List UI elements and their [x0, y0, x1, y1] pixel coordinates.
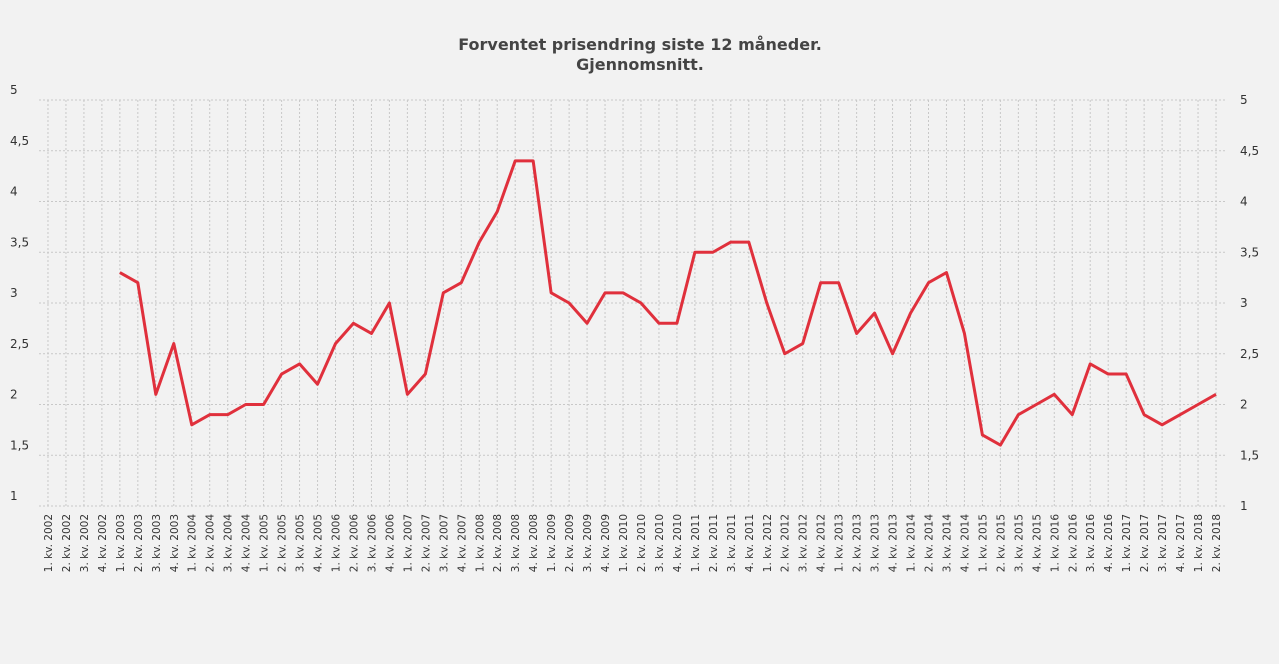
x-tick-label: 1. kv. 2008 [474, 514, 486, 572]
y2-tick-label: 1,5 [1240, 448, 1259, 462]
x-tick-label: 4. kv. 2016 [1103, 514, 1115, 573]
y2-tick-label: 2 [1240, 398, 1248, 412]
x-tick-label: 4. kv. 2007 [456, 514, 468, 572]
y-tick-label: 1,5 [10, 438, 29, 452]
y2-tick-label: 5 [1240, 93, 1248, 107]
x-tick-label: 3. kv. 2009 [582, 514, 594, 572]
x-tick-label: 4. kv. 2003 [169, 514, 181, 572]
y-tick-label: 2,5 [10, 337, 29, 351]
x-tick-label: 1. kv. 2013 [834, 514, 846, 572]
x-tick-label: 1. kv. 2005 [259, 514, 271, 572]
x-tick-label: 2. kv. 2005 [277, 514, 289, 572]
x-tick-label: 1. kv. 2014 [906, 514, 918, 573]
x-tick-label: 4. kv. 2010 [672, 514, 684, 572]
y-tick-label: 3,5 [10, 235, 29, 249]
x-tick-label: 4. kv. 2005 [313, 514, 325, 572]
y-tick-label: 5 [10, 83, 18, 97]
x-tick-label: 4. kv. 2011 [744, 514, 756, 572]
x-tick-label: 2. kv. 2002 [61, 514, 73, 572]
x-tick-label: 3. kv. 2017 [1157, 514, 1169, 572]
y-tick-label: 4,5 [10, 134, 29, 148]
x-tick-label: 1. kv. 2015 [977, 514, 989, 572]
x-tick-label: 2. kv. 2007 [420, 514, 432, 572]
x-tick-label: 1. kv. 2003 [115, 514, 127, 572]
x-tick-label: 4. kv. 2008 [528, 514, 540, 572]
x-tick-label: 2. kv. 2018 [1211, 514, 1223, 572]
x-tick-label: 3. kv. 2013 [870, 514, 882, 572]
x-tick-label: 2. kv. 2010 [636, 514, 648, 572]
x-tick-label: 2. kv. 2013 [852, 514, 864, 572]
x-tick-label: 3. kv. 2004 [223, 514, 235, 573]
x-tick-label: 4. kv. 2004 [241, 514, 253, 573]
y2-tick-label: 1 [1240, 499, 1248, 513]
x-tick-label: 1. kv. 2010 [618, 514, 630, 572]
x-tick-label: 1. kv. 2006 [331, 514, 343, 573]
x-tick-label: 3. kv. 2011 [726, 514, 738, 572]
y2-tick-label: 2,5 [1240, 347, 1259, 361]
x-tick-label: 1. kv. 2011 [690, 514, 702, 572]
y2-tick-label: 4 [1240, 195, 1248, 209]
x-tick-label: 2. kv. 2011 [708, 514, 720, 572]
x-tick-label: 1. kv. 2004 [187, 514, 199, 573]
x-tick-label: 4. kv. 2014 [959, 514, 971, 573]
x-tick-label: 3. kv. 2014 [941, 514, 953, 573]
x-tick-label: 4. kv. 2013 [888, 514, 900, 572]
x-tick-label: 4. kv. 2017 [1175, 514, 1187, 572]
chart-subtitle: Gjennomsnitt. [576, 55, 704, 74]
x-tick-label: 1. kv. 2002 [43, 514, 55, 572]
x-tick-label: 1. kv. 2018 [1193, 514, 1205, 572]
x-tick-label: 3. kv. 2006 [366, 514, 378, 573]
x-tick-label: 2. kv. 2012 [780, 514, 792, 572]
x-tick-label: 3. kv. 2016 [1085, 514, 1097, 573]
x-tick-label: 3. kv. 2002 [79, 514, 91, 572]
y-tick-label: 4 [10, 185, 18, 199]
x-tick-label: 4. kv. 2009 [600, 514, 612, 572]
x-tick-label: 2. kv. 2006 [348, 514, 360, 573]
y2-tick-label: 3,5 [1240, 245, 1259, 259]
x-tick-label: 2. kv. 2008 [492, 514, 504, 572]
x-tick-label: 2. kv. 2014 [924, 514, 936, 573]
x-tick-label: 4. kv. 2012 [816, 514, 828, 572]
x-tick-label: 2. kv. 2009 [564, 514, 576, 572]
x-tick-label: 3. kv. 2010 [654, 514, 666, 572]
x-tick-label: 2. kv. 2015 [995, 514, 1007, 572]
x-tick-label: 4. kv. 2002 [97, 514, 109, 572]
x-tick-label: 3. kv. 2005 [295, 514, 307, 572]
y-tick-label: 2 [10, 388, 18, 402]
x-tick-label: 1. kv. 2017 [1121, 514, 1133, 572]
chart-title: Forventet prisendring siste 12 måneder. [458, 35, 822, 54]
x-tick-label: 2. kv. 2017 [1139, 514, 1151, 572]
x-tick-label: 3. kv. 2015 [1013, 514, 1025, 572]
y-tick-label: 1 [10, 489, 18, 503]
x-tick-label: 3. kv. 2003 [151, 514, 163, 572]
x-tick-label: 4. kv. 2015 [1031, 514, 1043, 572]
x-tick-label: 2. kv. 2004 [205, 514, 217, 573]
x-tick-label: 1. kv. 2009 [546, 514, 558, 572]
x-tick-label: 1. kv. 2007 [402, 514, 414, 572]
x-tick-label: 1. kv. 2016 [1049, 514, 1061, 573]
x-tick-label: 1. kv. 2012 [762, 514, 774, 572]
x-tick-label: 3. kv. 2012 [798, 514, 810, 572]
x-tick-label: 2. kv. 2016 [1067, 514, 1079, 573]
line-series [119, 159, 1217, 447]
y2-tick-label: 4,5 [1240, 144, 1259, 158]
x-tick-label: 3. kv. 2007 [438, 514, 450, 572]
x-tick-label: 3. kv. 2008 [510, 514, 522, 572]
y-tick-label: 3 [10, 286, 18, 300]
y2-tick-label: 3 [1240, 296, 1248, 310]
x-tick-label: 4. kv. 2006 [384, 514, 396, 573]
x-tick-label: 2. kv. 2003 [133, 514, 145, 572]
